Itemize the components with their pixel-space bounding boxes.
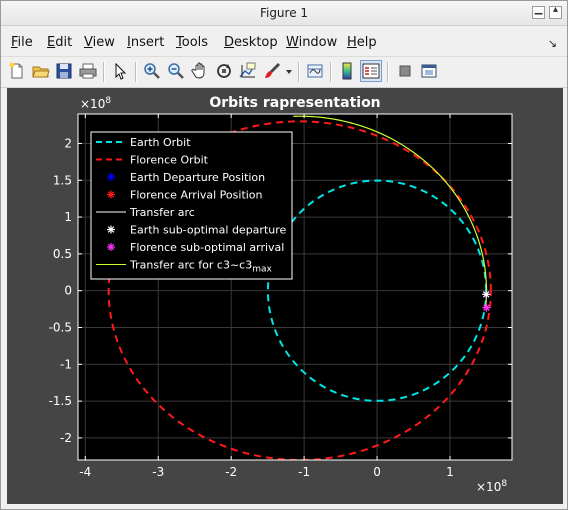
star-stroke [483, 304, 490, 311]
zoom-out-icon[interactable] [166, 61, 186, 81]
menu-window[interactable]: Window [286, 35, 338, 50]
brush-icon[interactable] [262, 61, 282, 81]
menu-tools[interactable]: Tools [176, 35, 209, 50]
y-tick-label: 1.5 [53, 173, 72, 187]
toolbar-separator [103, 62, 105, 82]
legend-entry: Earth Orbit [130, 136, 191, 149]
data-cursor-icon[interactable] [238, 61, 258, 81]
star-stroke [482, 291, 490, 298]
minimize-icon: ▁ [534, 4, 543, 15]
toolbar-separator [135, 62, 137, 82]
minimize-button[interactable]: ▁ [532, 4, 545, 19]
link-plot-icon[interactable] [305, 61, 325, 81]
y-axis-exponent: ×108 [80, 96, 111, 111]
menu-file[interactable]: File [11, 35, 33, 50]
chart-title: Orbits rapresentation [209, 95, 380, 111]
plot-lines [107, 115, 492, 460]
star-stroke [107, 173, 115, 181]
title-bar[interactable]: Figure 1 ▁ ▴ [1, 1, 567, 26]
y-tick-label: 0.5 [53, 247, 72, 261]
new-figure-icon[interactable] [7, 61, 27, 81]
toolbar-separator [298, 62, 300, 82]
x-tick-label: -2 [225, 465, 237, 479]
print-icon[interactable] [78, 61, 98, 81]
transfer-arc-c3max-line [293, 115, 488, 306]
y-tick-label: 2 [64, 136, 72, 150]
dropdown-arrow-icon[interactable] [284, 61, 294, 81]
y-tick-label: 0 [64, 284, 72, 298]
x-tick-label: 1 [446, 465, 454, 479]
y-tick-label: -1.5 [49, 394, 72, 408]
legend-entry: Florence sub-optimal arrival [130, 241, 284, 254]
pan-hand-icon[interactable] [190, 61, 210, 81]
x-axis-exponent: ×108 [476, 479, 507, 494]
orbits-chart[interactable]: -4 -3 -2 -1 0 1 -2 -1.5 -1 -0.5 0 0.5 1 1.5 2 ×108 ×108 O… [7, 88, 563, 504]
show-plot-tools-icon[interactable] [419, 61, 439, 81]
hide-plot-tools-icon[interactable] [395, 61, 415, 81]
florence-suboptimal-marker [482, 303, 491, 312]
open-file-icon[interactable] [31, 61, 51, 81]
legend-marker [107, 225, 115, 234]
y-tick-label: -2 [60, 431, 72, 445]
x-tick-label: -3 [152, 465, 164, 479]
legend-entry: Earth sub-optimal departure [130, 224, 287, 237]
pointer-icon[interactable] [110, 61, 130, 81]
legend-box [90, 131, 293, 280]
florence-orbit-line [107, 120, 492, 460]
figure-area: -4 -3 -2 -1 0 1 -2 -1.5 -1 -0.5 0 0.5 1 1.5 2 ×108 ×108 O… [7, 88, 563, 504]
menu-insert[interactable]: Insert [127, 35, 165, 50]
colorbar-icon[interactable] [337, 61, 357, 81]
legend-entry: Florence Arrival Position [130, 189, 263, 202]
legend-marker [107, 243, 115, 251]
menu-help[interactable]: Help [347, 35, 377, 50]
star-stroke [107, 191, 115, 198]
maximize-icon: ▴ [552, 4, 559, 15]
save-icon[interactable] [54, 61, 74, 81]
legend-entry: Florence Orbit [130, 154, 209, 167]
zoom-in-icon[interactable] [142, 61, 162, 81]
legend-marker [107, 173, 115, 181]
legend-marker [107, 190, 115, 199]
y-tick-label: -1 [60, 357, 72, 371]
toolbar-separator [330, 62, 332, 82]
figure-toolbar [1, 56, 567, 88]
x-tick-label: -1 [298, 465, 310, 479]
axes-frame [77, 113, 513, 461]
menu-bar: File Edit View Insert Tools Desktop Wind… [1, 32, 567, 54]
legend-entry: Earth Departure Position [130, 171, 265, 184]
x-tick-label: 0 [373, 465, 381, 479]
menu-view[interactable]: View [84, 35, 115, 50]
star-stroke [107, 226, 115, 233]
y-tick-label: -0.5 [49, 320, 72, 334]
window-title: Figure 1 [259, 6, 309, 20]
legend-entry: Transfer arc [129, 206, 195, 219]
toolbar-separator [387, 62, 389, 82]
dock-arrow-icon[interactable]: ↘ [547, 37, 557, 50]
legend-icon[interactable] [360, 60, 382, 82]
menu-desktop[interactable]: Desktop [224, 35, 278, 50]
star-stroke [107, 243, 115, 251]
earth-suboptimal-marker [482, 290, 491, 299]
y-tick-label: 1 [64, 210, 72, 224]
menu-edit[interactable]: Edit [47, 35, 73, 50]
legend-entry: Transfer arc for c3~c3max [129, 259, 273, 275]
rotate-3d-icon[interactable] [214, 61, 234, 81]
maximize-button[interactable]: ▴ [549, 4, 562, 19]
x-tick-label: -4 [79, 465, 91, 479]
